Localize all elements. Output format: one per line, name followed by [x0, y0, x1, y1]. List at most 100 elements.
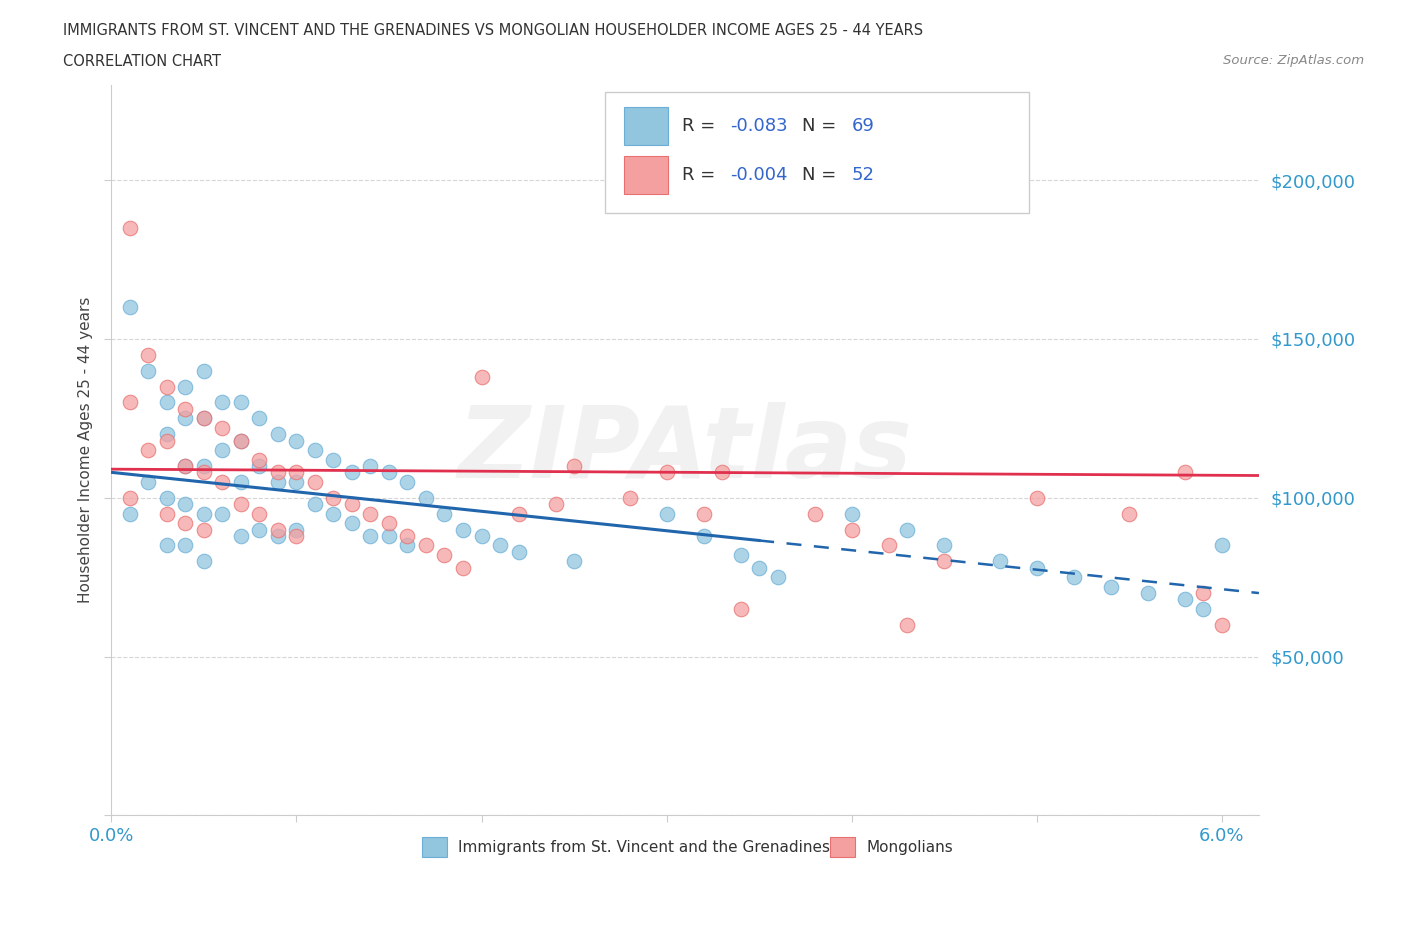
Point: [304, 474, 326, 489]
Point: [1025, 560, 1047, 575]
Bar: [624, 155, 668, 193]
Y-axis label: Householder Income Ages 25 - 44 years: Householder Income Ages 25 - 44 years: [79, 297, 93, 604]
Point: [359, 458, 381, 473]
Point: [156, 490, 179, 505]
Point: [1025, 490, 1047, 505]
Point: [396, 538, 419, 552]
Point: [138, 347, 160, 362]
Point: [655, 506, 678, 521]
Point: [174, 458, 197, 473]
Point: [247, 506, 270, 521]
Point: [508, 506, 530, 521]
Point: [1192, 602, 1215, 617]
Point: [118, 490, 141, 505]
Point: [359, 528, 381, 543]
Point: [211, 506, 233, 521]
Point: [138, 474, 160, 489]
Text: ZIPAtlas: ZIPAtlas: [458, 402, 912, 498]
Point: [655, 465, 678, 480]
Point: [285, 465, 308, 480]
Point: [156, 379, 179, 394]
Bar: [624, 107, 668, 145]
Point: [340, 516, 363, 531]
Point: [211, 420, 233, 435]
Point: [766, 570, 789, 585]
Point: [118, 395, 141, 410]
Point: [118, 299, 141, 314]
Point: [841, 522, 863, 537]
Point: [1136, 586, 1159, 601]
Point: [470, 528, 492, 543]
Point: [415, 490, 437, 505]
Point: [489, 538, 512, 552]
Point: [1099, 579, 1122, 594]
Point: [322, 452, 344, 467]
Point: [174, 458, 197, 473]
Point: [1118, 506, 1140, 521]
Point: [174, 497, 197, 512]
Point: [841, 506, 863, 521]
Point: [193, 522, 215, 537]
Point: [285, 528, 308, 543]
Point: [229, 433, 252, 448]
Point: [156, 427, 179, 442]
Point: [229, 528, 252, 543]
Point: [378, 528, 401, 543]
Point: [730, 548, 752, 563]
Point: [193, 458, 215, 473]
Point: [934, 538, 956, 552]
Point: [470, 369, 492, 384]
Point: [174, 516, 197, 531]
Point: [118, 506, 141, 521]
Point: [174, 538, 197, 552]
Text: 69: 69: [852, 117, 875, 136]
Point: [877, 538, 900, 552]
Point: [562, 554, 585, 569]
Point: [415, 538, 437, 552]
Point: [193, 411, 215, 426]
Point: [433, 506, 456, 521]
Point: [396, 474, 419, 489]
Point: [748, 560, 770, 575]
Point: [174, 411, 197, 426]
Point: [359, 506, 381, 521]
Point: [229, 474, 252, 489]
Text: -0.004: -0.004: [730, 166, 787, 183]
Point: [267, 465, 290, 480]
Point: [1174, 465, 1197, 480]
Text: IMMIGRANTS FROM ST. VINCENT AND THE GRENADINES VS MONGOLIAN HOUSEHOLDER INCOME A: IMMIGRANTS FROM ST. VINCENT AND THE GREN…: [63, 23, 924, 38]
Point: [378, 465, 401, 480]
Point: [247, 452, 270, 467]
Text: R =: R =: [682, 117, 721, 136]
Point: [174, 402, 197, 417]
Point: [229, 497, 252, 512]
Point: [451, 560, 474, 575]
Point: [934, 554, 956, 569]
Point: [174, 379, 197, 394]
Point: [896, 522, 918, 537]
Point: [692, 528, 714, 543]
Point: [304, 497, 326, 512]
Text: -0.083: -0.083: [730, 117, 787, 136]
Point: [619, 490, 641, 505]
Point: [433, 548, 456, 563]
Point: [193, 465, 215, 480]
Point: [562, 458, 585, 473]
Point: [451, 522, 474, 537]
Point: [304, 443, 326, 458]
Point: [988, 554, 1011, 569]
Text: Immigrants from St. Vincent and the Grenadines: Immigrants from St. Vincent and the Gren…: [458, 840, 831, 855]
Point: [285, 433, 308, 448]
Point: [730, 602, 752, 617]
Point: [247, 522, 270, 537]
Point: [267, 427, 290, 442]
Point: [138, 443, 160, 458]
Point: [193, 411, 215, 426]
Point: [267, 474, 290, 489]
Point: [322, 506, 344, 521]
Point: [396, 528, 419, 543]
Point: [211, 474, 233, 489]
Point: [340, 465, 363, 480]
Point: [156, 538, 179, 552]
Text: CORRELATION CHART: CORRELATION CHART: [63, 54, 221, 69]
